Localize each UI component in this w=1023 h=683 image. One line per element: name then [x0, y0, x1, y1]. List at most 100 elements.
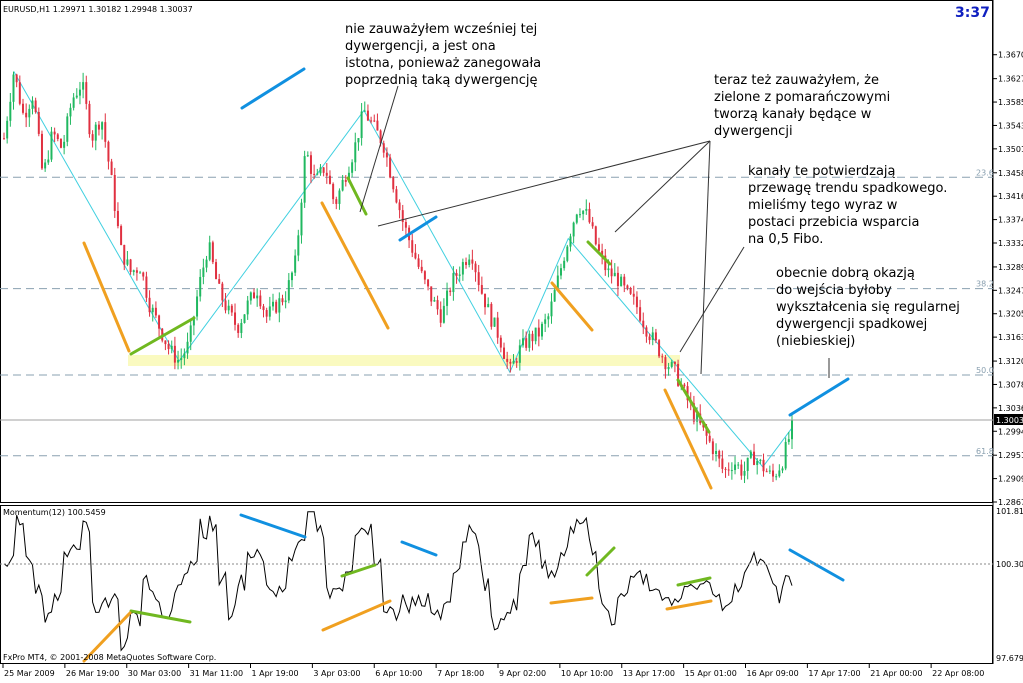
candle-body [496, 317, 499, 338]
candle-body [325, 172, 328, 176]
candle-body [632, 293, 635, 297]
candle-body [772, 470, 775, 477]
annotation-line: przewagę trendu spadkowego. [748, 181, 948, 196]
candle-body [44, 162, 47, 169]
candle-body [639, 307, 642, 321]
candle-body [439, 309, 442, 323]
candle-body [550, 301, 553, 317]
candle-body [791, 419, 793, 440]
x-tick-label: 1 Apr 19:00 [252, 669, 299, 678]
annotation-line: dywergencji spadkowej [776, 317, 928, 332]
candle-body [158, 315, 161, 329]
candle-body [531, 333, 534, 342]
candle-body [749, 451, 752, 458]
candle-body [31, 100, 34, 109]
candle-body [449, 290, 452, 293]
candle-body [230, 305, 233, 313]
candle-body [25, 112, 28, 118]
candle-body [528, 333, 531, 348]
annotation-line: mieliśmy tego wyraz w [748, 198, 898, 213]
candle-body [430, 286, 433, 302]
green-line-3 [586, 240, 612, 266]
candle-body [465, 262, 468, 265]
annotation-line: (niebieskiej) [776, 334, 856, 349]
candle-body [382, 143, 385, 153]
candle-body [477, 272, 480, 286]
candle-body [94, 124, 97, 141]
candle-body [313, 173, 316, 175]
candle-body [784, 441, 787, 469]
candle-body [132, 270, 135, 272]
candle-body [366, 110, 369, 121]
candle-body [53, 131, 56, 135]
candle-body [78, 89, 81, 96]
m-orange-2 [321, 599, 392, 632]
candle-body [170, 345, 173, 350]
momentum-polyline [3, 511, 793, 652]
annotation-line: poprzednią taką dywergencję [345, 73, 538, 88]
candle-body [474, 263, 477, 273]
green-line-2 [346, 176, 368, 216]
candle-body [268, 306, 271, 317]
candle-body [110, 161, 113, 175]
candles [3, 71, 793, 484]
candle-body [578, 214, 581, 216]
annotation-1: nie zauważyłem wcześniej tej dywergencji… [345, 21, 541, 89]
x-tick-label: 21 Apr 00:00 [870, 669, 922, 678]
candle-body [762, 459, 765, 472]
candle-body [642, 320, 645, 328]
candle-body [167, 344, 170, 350]
fibo-label-23.6: 23.6 [976, 168, 994, 177]
candle-body [145, 276, 148, 298]
annotation-line: kanały te potwierdzają [748, 164, 896, 179]
candle-body [218, 279, 221, 284]
mom-scale-mid: 100.3046 [996, 560, 1023, 569]
candle-body [15, 74, 18, 83]
candle-body [392, 177, 395, 190]
candle-body [234, 312, 237, 325]
candle-body [480, 285, 483, 294]
candle-body [341, 179, 344, 191]
x-tick-label: 26 Mar 19:00 [66, 669, 119, 678]
candle-body [196, 296, 199, 317]
candle-body [297, 235, 300, 256]
candle-body [97, 124, 100, 130]
candle-body [40, 133, 43, 169]
arrow-a2-2 [614, 140, 711, 233]
orange-line-2 [320, 201, 390, 330]
x-tick-label: 9 Apr 02:00 [499, 669, 546, 678]
orange-line-3 [550, 281, 594, 332]
mom-scale-bot: 97.6795 [996, 654, 1023, 663]
candle-body [768, 470, 771, 472]
candle-body [775, 476, 778, 478]
candle-body [597, 244, 600, 251]
candle-body [572, 222, 575, 237]
candle-body [335, 199, 338, 204]
support-band [128, 355, 680, 366]
candle-body [553, 289, 556, 302]
candle-body [154, 307, 157, 316]
candle-body [471, 259, 474, 264]
candle-body [319, 167, 322, 174]
candle-body [56, 134, 59, 139]
candle-body [262, 306, 265, 311]
m-green-4 [676, 576, 712, 587]
candle-body [721, 458, 724, 469]
candle-body [781, 468, 784, 471]
candle-body [585, 208, 588, 211]
candle-body [765, 471, 768, 473]
candle-body [778, 470, 781, 477]
annotation-line: wykształcenia się regularnej [776, 300, 960, 315]
y-tick-label: 1.33320 [998, 239, 1023, 248]
m-blue-2 [400, 540, 438, 557]
annotation-line: teraz też zauważyłem, że [714, 73, 880, 88]
candle-body [18, 82, 21, 104]
annotation-line: dywergencji [714, 124, 793, 139]
candle-body [515, 361, 518, 363]
candle-body [253, 292, 256, 299]
candle-body [322, 167, 325, 173]
candle-body [278, 298, 281, 313]
y-tick-label: 1.35850 [998, 98, 1023, 107]
candle-body [259, 295, 262, 307]
